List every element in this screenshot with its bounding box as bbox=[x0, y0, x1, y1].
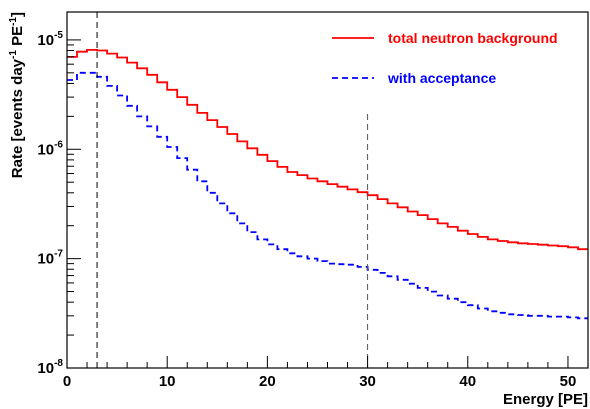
x-axis-title: Energy [PE] bbox=[503, 391, 588, 408]
x-tick-label: 0 bbox=[63, 373, 71, 390]
y-axis-title-sup2: -1 bbox=[8, 17, 19, 26]
x-tick-label: 10 bbox=[159, 373, 176, 390]
x-tick-label: 30 bbox=[359, 373, 376, 390]
y-ticks: 10-8 10-7 10-6 10-5 bbox=[37, 30, 81, 377]
y-axis-title-middle: PE bbox=[9, 26, 26, 50]
legend-label-total: total neutron background bbox=[388, 30, 558, 46]
y-axis-title-prefix: Rate [events day bbox=[9, 58, 26, 178]
y-axis-title: Rate [events day-1 PE-1] bbox=[8, 12, 26, 178]
x-ticks: 0 10 20 30 40 50 bbox=[63, 356, 589, 390]
y-tick-label: 10-7 bbox=[37, 249, 63, 268]
y-tick-label: 10-8 bbox=[37, 358, 63, 377]
series-line-0 bbox=[67, 49, 588, 251]
vertical-lines bbox=[96, 12, 369, 368]
series-line-1 bbox=[67, 71, 588, 320]
x-tick-label: 20 bbox=[259, 373, 276, 390]
legend-label-acceptance: with acceptance bbox=[387, 70, 496, 86]
y-tick-label: 10-6 bbox=[37, 139, 63, 158]
x-tick-label: 50 bbox=[560, 373, 577, 390]
y-axis-title-sup1: -1 bbox=[8, 50, 19, 59]
legend: total neutron background with acceptance bbox=[332, 30, 558, 86]
series-layer bbox=[67, 49, 588, 320]
y-axis-title-suffix: ] bbox=[9, 12, 26, 17]
x-tick-label: 40 bbox=[459, 373, 476, 390]
y-tick-label: 10-5 bbox=[37, 30, 63, 49]
